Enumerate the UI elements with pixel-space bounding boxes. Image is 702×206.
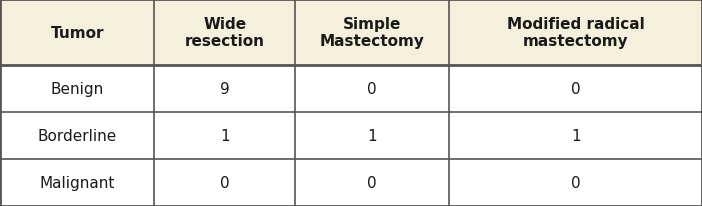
Text: 9: 9 (220, 82, 230, 97)
Text: Benign: Benign (51, 82, 104, 97)
Text: 0: 0 (367, 175, 377, 190)
Text: Wide
resection: Wide resection (185, 17, 265, 49)
Text: 1: 1 (220, 129, 230, 143)
Bar (449, 66, 702, 113)
Bar (154, 113, 295, 159)
Text: 0: 0 (571, 82, 581, 97)
Text: 1: 1 (367, 129, 377, 143)
Bar (154, 0, 295, 66)
Text: 0: 0 (220, 175, 230, 190)
Bar (295, 113, 449, 159)
Bar (295, 66, 449, 113)
Bar (295, 0, 449, 66)
Bar (449, 0, 702, 66)
Bar (0, 66, 154, 113)
Text: Modified radical
mastectomy: Modified radical mastectomy (507, 17, 644, 49)
Text: 0: 0 (367, 82, 377, 97)
Bar (0, 0, 154, 66)
Text: Borderline: Borderline (38, 129, 117, 143)
Text: Malignant: Malignant (39, 175, 115, 190)
Bar (154, 66, 295, 113)
Text: Simple
Mastectomy: Simple Mastectomy (319, 17, 425, 49)
Bar (154, 159, 295, 206)
Text: 0: 0 (571, 175, 581, 190)
Bar (0, 113, 154, 159)
Text: Tumor: Tumor (51, 26, 104, 40)
Bar (295, 159, 449, 206)
Bar (449, 113, 702, 159)
Text: 1: 1 (571, 129, 581, 143)
Bar (0, 159, 154, 206)
Bar (449, 159, 702, 206)
